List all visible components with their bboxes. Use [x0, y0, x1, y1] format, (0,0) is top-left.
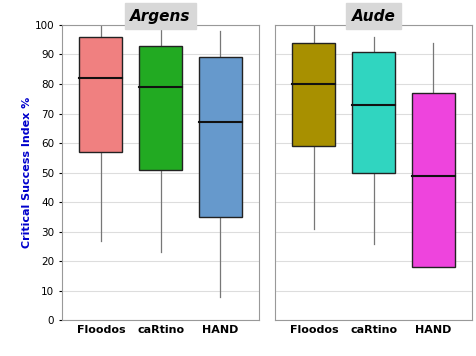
- Title: Aude: Aude: [351, 9, 395, 24]
- Bar: [79, 37, 122, 152]
- Y-axis label: Critical Success Index %: Critical Success Index %: [22, 97, 32, 248]
- Title: Argens: Argens: [130, 9, 190, 24]
- Bar: [292, 43, 335, 146]
- Bar: [198, 57, 241, 217]
- Bar: [411, 93, 454, 267]
- Bar: [139, 46, 182, 170]
- Bar: [351, 52, 394, 173]
